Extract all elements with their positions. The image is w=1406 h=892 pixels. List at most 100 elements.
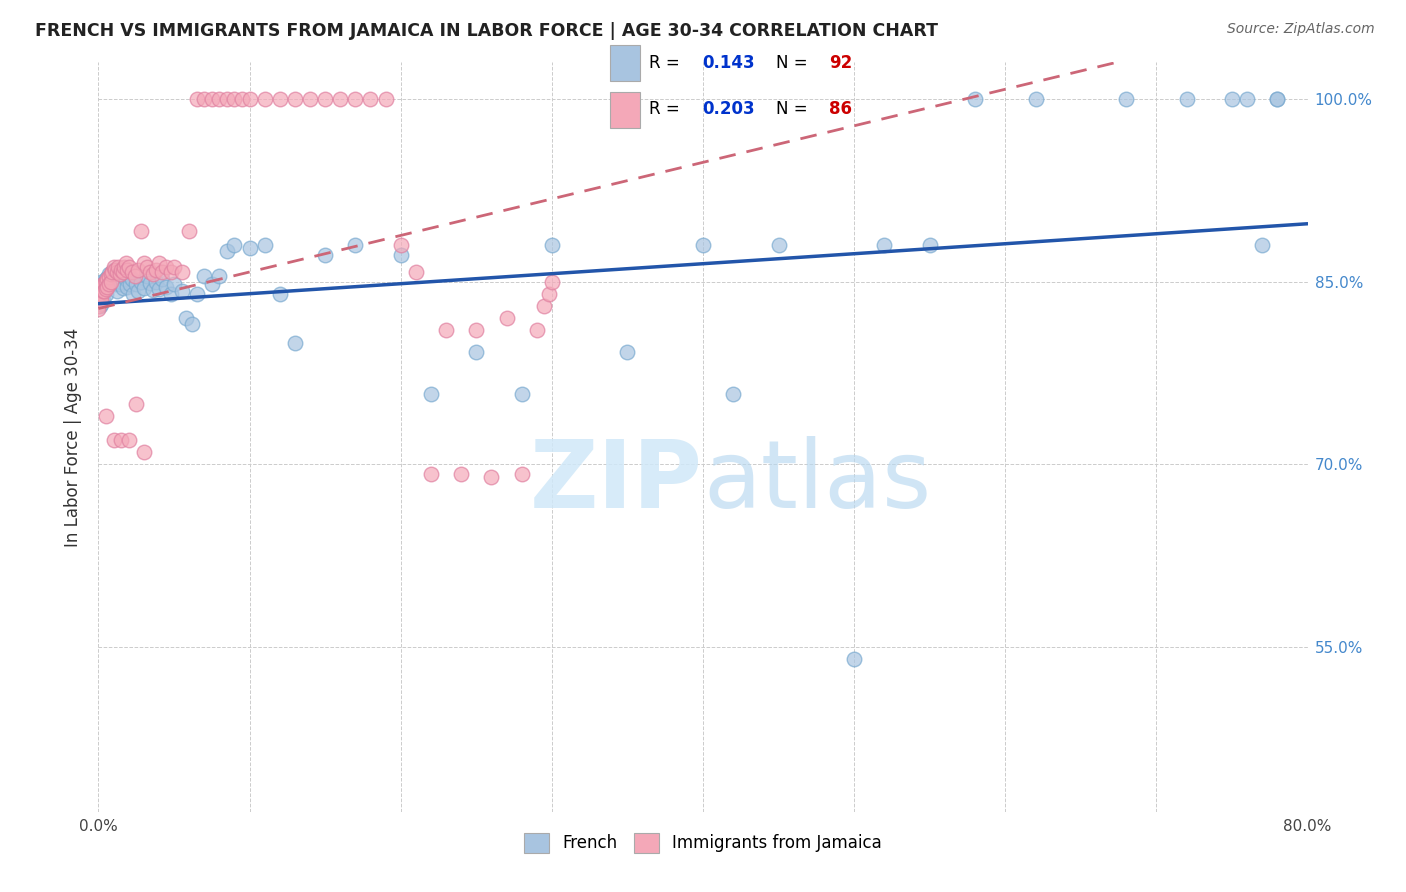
- Point: [692, 238, 714, 252]
- Point: [87, 293, 110, 307]
- Point: [115, 262, 138, 277]
- Point: [150, 272, 173, 286]
- Point: [918, 238, 941, 252]
- Point: [145, 275, 167, 289]
- Point: [87, 299, 110, 313]
- Point: [108, 277, 131, 292]
- Point: [104, 262, 127, 277]
- Point: [344, 238, 367, 252]
- Point: [389, 238, 412, 252]
- Point: [94, 282, 117, 296]
- Point: [125, 277, 148, 292]
- Point: [91, 277, 114, 292]
- Text: 0.203: 0.203: [702, 100, 755, 118]
- Point: [118, 268, 141, 283]
- Point: [299, 92, 322, 106]
- Point: [114, 256, 136, 270]
- Text: R =: R =: [650, 54, 685, 72]
- Point: [163, 260, 186, 274]
- Point: [186, 92, 208, 106]
- Text: atlas: atlas: [703, 436, 931, 528]
- Point: [112, 265, 135, 279]
- Point: [450, 467, 472, 482]
- Point: [179, 223, 201, 237]
- Point: [215, 244, 238, 259]
- Point: [90, 275, 112, 289]
- Point: [231, 92, 253, 106]
- Point: [142, 268, 165, 282]
- Point: [87, 287, 110, 301]
- Point: [420, 467, 443, 482]
- Point: [181, 318, 204, 332]
- Point: [89, 281, 111, 295]
- Point: [510, 387, 533, 401]
- Y-axis label: In Labor Force | Age 30-34: In Labor Force | Age 30-34: [65, 327, 83, 547]
- Point: [163, 277, 186, 292]
- Text: N =: N =: [776, 54, 813, 72]
- Point: [91, 293, 114, 307]
- Point: [148, 282, 170, 296]
- Point: [127, 285, 149, 299]
- Point: [98, 275, 121, 289]
- Text: N =: N =: [776, 100, 813, 118]
- Point: [96, 272, 118, 286]
- Point: [110, 275, 132, 289]
- Point: [465, 323, 488, 337]
- Point: [115, 279, 138, 293]
- FancyBboxPatch shape: [610, 45, 640, 81]
- Point: [465, 345, 488, 359]
- Point: [98, 269, 121, 284]
- Point: [723, 387, 745, 401]
- Point: [89, 287, 111, 301]
- Point: [101, 272, 124, 286]
- Point: [90, 282, 112, 296]
- Point: [105, 285, 128, 299]
- Point: [90, 289, 112, 303]
- Text: R =: R =: [650, 100, 685, 118]
- Point: [1267, 92, 1289, 106]
- Point: [93, 277, 115, 292]
- Point: [90, 281, 112, 295]
- Point: [94, 275, 117, 289]
- Point: [132, 256, 155, 270]
- Point: [174, 311, 197, 326]
- Point: [89, 293, 111, 307]
- Point: [129, 223, 152, 237]
- Point: [90, 293, 112, 307]
- Point: [89, 277, 111, 292]
- Point: [101, 265, 124, 279]
- Point: [224, 92, 246, 106]
- Point: [145, 262, 167, 277]
- Point: [150, 265, 173, 279]
- Point: [160, 265, 183, 279]
- Point: [100, 276, 122, 290]
- Point: [215, 92, 238, 106]
- Point: [768, 238, 790, 252]
- Point: [139, 276, 162, 290]
- Point: [87, 281, 110, 295]
- Point: [360, 92, 382, 106]
- Point: [405, 265, 427, 279]
- Point: [389, 248, 412, 262]
- Point: [284, 335, 307, 350]
- Point: [94, 279, 117, 293]
- Point: [127, 262, 149, 277]
- Point: [100, 268, 122, 283]
- Point: [844, 652, 866, 666]
- Point: [201, 277, 224, 292]
- Point: [89, 299, 111, 313]
- Point: [98, 268, 121, 282]
- Point: [481, 469, 503, 483]
- Point: [96, 279, 118, 293]
- Point: [122, 287, 145, 301]
- Point: [1251, 238, 1274, 252]
- Point: [93, 276, 115, 290]
- Point: [101, 265, 124, 279]
- Point: [314, 248, 336, 262]
- Point: [94, 409, 117, 423]
- Point: [1175, 92, 1198, 106]
- Point: [540, 275, 562, 289]
- Point: [434, 323, 457, 337]
- Point: [87, 293, 110, 307]
- Text: FRENCH VS IMMIGRANTS FROM JAMAICA IN LABOR FORCE | AGE 30-34 CORRELATION CHART: FRENCH VS IMMIGRANTS FROM JAMAICA IN LAB…: [35, 22, 938, 40]
